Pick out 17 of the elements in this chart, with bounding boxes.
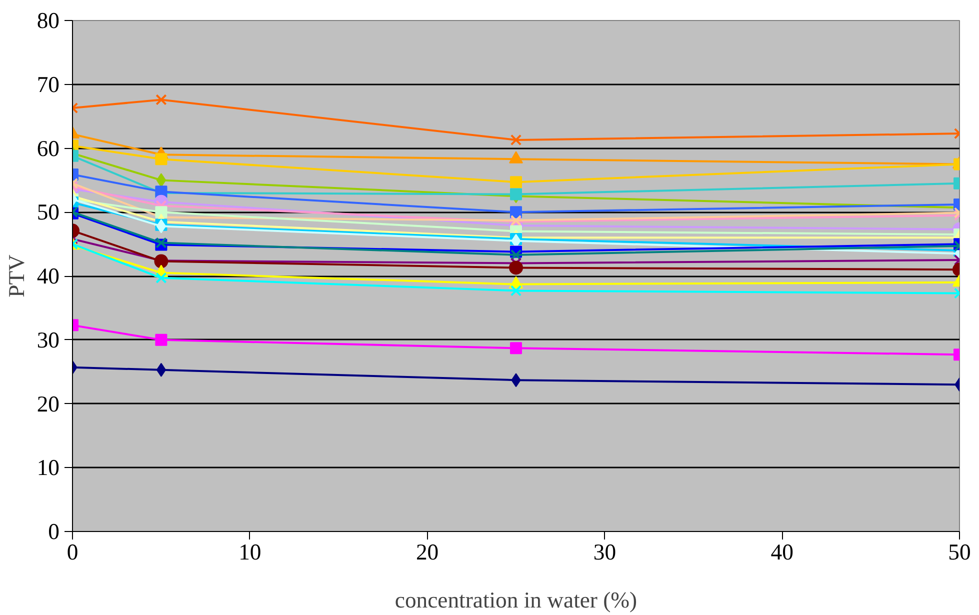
y-tick-label: 60: [36, 136, 60, 161]
y-axis-title: PTV: [4, 254, 29, 298]
y-tick-label: 70: [36, 72, 60, 97]
y-tick-label: 0: [48, 519, 60, 544]
y-tick-label: 10: [36, 455, 60, 480]
y-tick-label: 30: [36, 327, 60, 352]
y-tick-label: 50: [36, 200, 60, 225]
y-tick-label: 80: [36, 8, 60, 33]
y-tick-label: 20: [36, 391, 60, 416]
y-tick-label: 40: [36, 264, 60, 288]
x-tick-label: 0: [66, 540, 78, 564]
x-tick-label: 40: [770, 540, 794, 564]
x-tick-label: 20: [416, 540, 439, 564]
x-tick-label: 10: [238, 540, 262, 564]
x-tick-label: 50: [948, 540, 971, 564]
x-tick-label: 30: [593, 540, 616, 564]
x-axis-title: concentration in water (%): [394, 588, 638, 612]
